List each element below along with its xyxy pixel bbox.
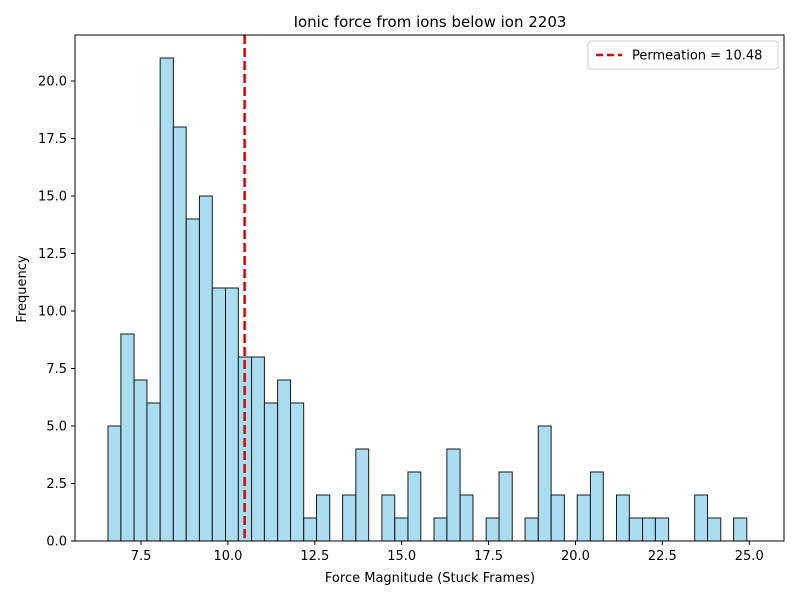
- histogram-bar: [576, 494, 591, 542]
- histogram-bar: [289, 402, 305, 542]
- chart-title: Ionic force from ions below ion 2203: [294, 13, 567, 31]
- x-tick-label: 7.5: [131, 549, 152, 564]
- histogram-bar: [185, 218, 200, 542]
- legend-entry-permeation: Permeation = 10.48: [632, 49, 762, 64]
- histogram-bar: [237, 356, 253, 542]
- histogram-bar: [524, 517, 539, 542]
- histogram-bar: [224, 287, 239, 542]
- histogram-bar: [433, 517, 448, 542]
- x-tick-label: 12.5: [300, 549, 329, 564]
- x-tick-label: 15.0: [387, 549, 416, 564]
- histogram-bar: [172, 126, 187, 542]
- histogram-bar: [498, 471, 513, 542]
- histogram-bar: [381, 494, 396, 542]
- histogram-bar: [615, 494, 630, 542]
- histogram-bar: [446, 448, 461, 542]
- histogram-bar: [537, 425, 552, 542]
- bars-group: [107, 57, 748, 542]
- histogram-bar: [355, 448, 370, 542]
- histogram-bar: [707, 517, 722, 542]
- histogram-bar: [251, 356, 265, 542]
- y-axis-label: Frequency: [15, 255, 30, 322]
- histogram-bar: [550, 494, 565, 542]
- legend-box: [587, 40, 779, 70]
- histogram-bar: [407, 471, 422, 542]
- histogram-bar: [120, 333, 135, 542]
- histogram-bar: [263, 402, 279, 542]
- histogram-bar: [642, 517, 656, 542]
- y-tick-label: 10.0: [38, 305, 67, 320]
- x-tick-label: 22.5: [648, 549, 677, 564]
- histogram-bar: [316, 494, 331, 542]
- legend: Permeation = 10.48: [587, 40, 779, 70]
- y-tick-label: 15.0: [38, 190, 67, 205]
- histogram-bar: [342, 494, 357, 542]
- y-tick-label: 20.0: [38, 75, 67, 90]
- x-axis-ticks: 7.5 10.0 12.5 15.0 17.5 20.0 22.5 25.0: [131, 541, 764, 564]
- histogram-bar: [146, 402, 161, 542]
- histogram-bar: [485, 517, 500, 542]
- y-axis-ticks: 0.0 2.5 5.0 7.5 10.0 12.5 15.0 17.5 20.0: [38, 75, 75, 550]
- histogram-bar: [589, 471, 604, 542]
- histogram-bar: [459, 494, 474, 542]
- x-tick-label: 25.0: [735, 549, 764, 564]
- y-tick-label: 17.5: [38, 132, 67, 147]
- histogram-bar: [733, 517, 748, 542]
- histogram-bar: [694, 494, 709, 542]
- histogram-bar: [654, 517, 670, 542]
- plot-frame: [74, 34, 785, 542]
- histogram-bar: [394, 517, 409, 542]
- x-axis-label: Force Magnitude (Stuck Frames): [325, 571, 535, 586]
- x-tick-label: 20.0: [561, 549, 590, 564]
- histogram-bar: [133, 379, 148, 542]
- histogram-bar: [107, 425, 122, 542]
- x-tick-label: 17.5: [474, 549, 503, 564]
- y-tick-label: 12.5: [38, 247, 67, 262]
- histogram-bar: [211, 287, 226, 542]
- y-tick-label: 2.5: [46, 477, 67, 492]
- histogram-bar: [628, 517, 644, 542]
- histogram-bar: [159, 57, 174, 542]
- y-tick-label: 7.5: [46, 362, 67, 377]
- histogram-bar: [303, 517, 318, 542]
- histogram-bar: [277, 379, 291, 542]
- histogram-bar: [198, 195, 213, 542]
- x-tick-label: 10.0: [213, 549, 242, 564]
- y-tick-label: 0.0: [46, 535, 67, 550]
- y-tick-label: 5.0: [46, 420, 67, 435]
